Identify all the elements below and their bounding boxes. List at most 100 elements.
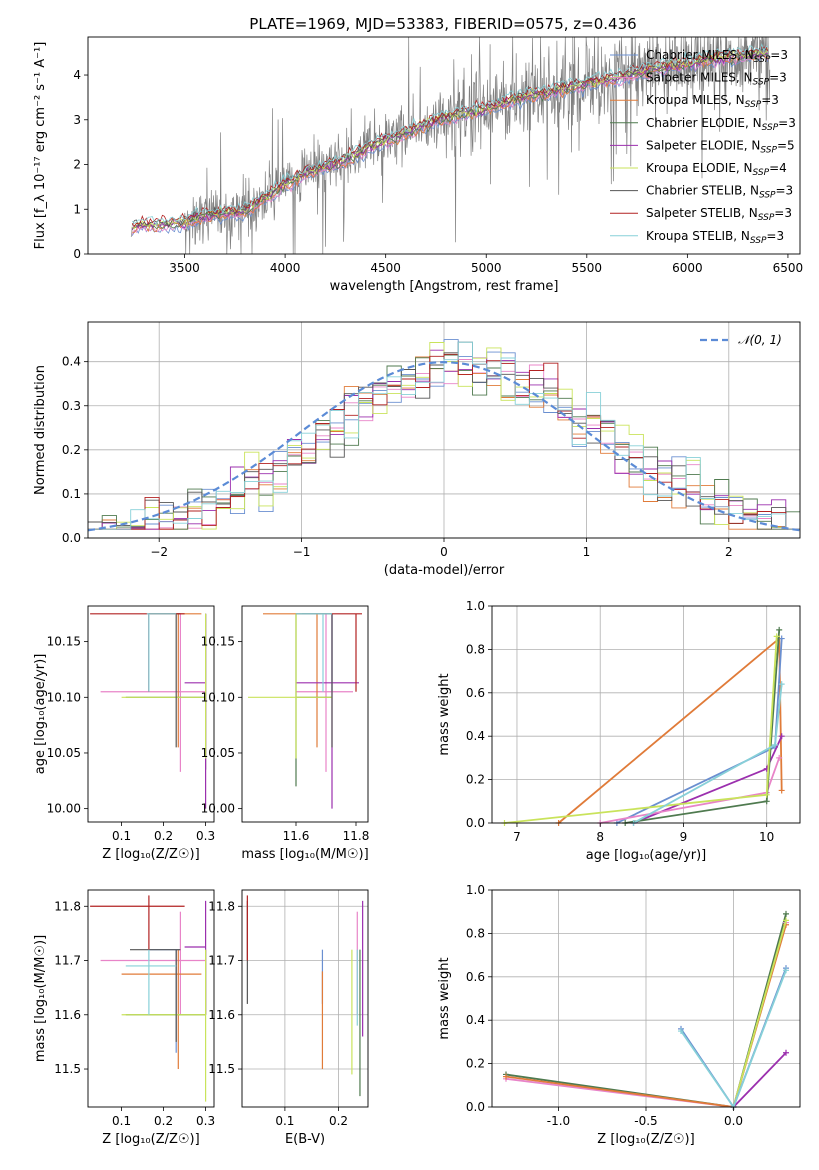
weight-marker	[678, 1028, 684, 1035]
weight-marker	[763, 798, 770, 805]
weight-line	[504, 636, 778, 824]
weight-line	[732, 1052, 787, 1108]
x-tick-label: 1	[583, 545, 591, 559]
weight-marker	[783, 917, 789, 924]
y-tick-label: 11.7	[208, 954, 235, 968]
x-axis-label: (data-model)/error	[384, 563, 505, 578]
panel-mass-vs-EBV: 0.1 0.2 11.5 11.6 11.7 11.8 E(B-V)	[208, 889, 369, 1147]
figure-title: PLATE=1969, MJD=53383, FIBERID=0575, z=0…	[249, 15, 636, 33]
hist-kroupa-stelib	[88, 341, 800, 530]
x-axis-label: Z [log₁₀(Z/Z☉)]	[102, 1132, 199, 1147]
axes-frame	[87, 36, 801, 255]
panel-residuals: −2 −1 0 1 2 0.0 0.1 0.2 0.3 0.4 (data-model)/error…	[33, 321, 801, 578]
weight-marker	[783, 967, 789, 974]
x-tick-label: 0.1	[112, 829, 131, 843]
x-tick-label: 10	[759, 830, 774, 844]
y-tick-label: 10.00	[47, 802, 81, 816]
x-tick-label: 0.3	[196, 829, 215, 843]
y-axis-label: Normed distribution	[33, 365, 48, 495]
y-tick-label: 0.1	[62, 487, 81, 501]
weight-marker	[778, 635, 785, 642]
y-axis-label: mass weight	[437, 957, 452, 1039]
y-tick-label: 10.10	[47, 690, 81, 704]
x-tick-label: 11.8	[343, 829, 370, 843]
x-tick-label: -1.0	[547, 1114, 570, 1128]
y-tick-label: 0.2	[466, 1057, 485, 1071]
y-tick-label: 11.8	[54, 899, 81, 913]
y-tick-label: 1.0	[466, 883, 485, 897]
plot-area	[248, 613, 362, 809]
panel-age-vs-mass: 11.6 11.8 10.00 10.05 10.10 10.15 mass [log₁₀(…	[201, 605, 370, 862]
x-tick-label: 7	[513, 830, 521, 844]
y-tick-label: 11.7	[54, 954, 81, 968]
model-line-kroupa-miles	[132, 51, 768, 234]
y-axis-label: mass [log₁₀(M/M☉)]	[33, 935, 48, 1062]
legend-entry: Chabrier ELODIE, NSSP=3	[646, 116, 796, 133]
x-tick-label: 0.3	[196, 1114, 215, 1128]
weight-marker	[783, 1049, 789, 1056]
x-tick-label: 9	[680, 830, 688, 844]
hist-chabrier-stelib	[88, 341, 800, 530]
x-axis-label: age [log₁₀(age/yr)]	[586, 848, 707, 863]
y-axis-label: age [log₁₀(age/yr)]	[33, 654, 48, 775]
plot-area	[90, 895, 207, 1102]
weight-marker	[773, 633, 780, 640]
panel-spectrum: 3500 4000 4500 5000 5500 6000 6500 0 1 2 3 4 wavelen…	[33, 36, 804, 294]
y-tick-label: 0.6	[466, 686, 485, 700]
panel-mass-vs-Z: 0.1 0.2 0.3 11.5 11.6 11.7 11.8 Z [log₁₀(Z/Z☉)]…	[33, 889, 215, 1147]
weight-line	[732, 920, 787, 1108]
axes-frame	[241, 605, 369, 823]
legend-entry: Salpeter ELODIE, NSSP=5	[646, 138, 795, 155]
weight-marker	[776, 626, 783, 633]
normal-curve	[87, 360, 801, 532]
y-tick-label: 3	[73, 113, 81, 127]
weight-marker	[778, 681, 785, 688]
x-tick-label: 4500	[370, 261, 401, 275]
y-tick-label: 10.05	[47, 746, 81, 760]
x-tick-label: 0.0	[724, 1114, 743, 1128]
panel-mass-weight-vs-Z: -1.0 -0.5 0.0 0.0 0.2 0.4 0.6 0.8 1.0 Z [log₁₀(Z/…	[437, 883, 801, 1147]
y-tick-label: 0.2	[62, 443, 81, 457]
y-tick-label: 4	[73, 68, 81, 82]
axes-frame	[87, 321, 801, 539]
weight-marker	[772, 741, 779, 748]
y-tick-label: 0.3	[62, 399, 81, 413]
axes-frame	[87, 889, 215, 1108]
weight-marker	[503, 1073, 509, 1080]
axes-frame	[87, 605, 215, 823]
y-tick-label: 0.4	[466, 1013, 485, 1027]
x-tick-label: 5500	[572, 261, 603, 275]
panel-mass-weight-vs-age: 7 8 9 10 0.0 0.2 0.4 0.6 0.8 1.0 age [log₁₀(age/yr…	[437, 599, 801, 863]
plot-area	[87, 339, 801, 532]
y-axis-label: Flux [f_λ 10⁻¹⁷ erg cm⁻² s⁻¹ A⁻¹]	[33, 42, 48, 250]
y-tick-label: 10.10	[201, 690, 235, 704]
x-axis-label: Z [log₁₀(Z/Z☉)]	[597, 1132, 694, 1147]
x-tick-label: 0.2	[154, 829, 173, 843]
x-tick-label: -0.5	[634, 1114, 657, 1128]
x-axis-label: mass [log₁₀(M/M☉)]	[241, 847, 368, 862]
plot-area	[501, 626, 785, 826]
x-axis-label: wavelength [Angstrom, rest frame]	[330, 279, 559, 294]
y-tick-label: 1.0	[466, 599, 485, 613]
y-axis-label: mass weight	[437, 673, 452, 755]
y-tick-label: 0.4	[466, 729, 485, 743]
weight-marker	[778, 733, 785, 740]
x-axis-label: Z [log₁₀(Z/Z☉)]	[102, 847, 199, 862]
y-tick-label: 11.5	[208, 1062, 235, 1076]
legend-entry: Chabrier MILES, NSSP=3	[646, 48, 788, 65]
x-axis-label: E(B-V)	[285, 1132, 325, 1147]
legend-entry: Salpeter STELIB, NSSP=3	[646, 206, 792, 223]
weight-marker	[763, 791, 770, 798]
y-tick-label: 0.0	[466, 816, 485, 830]
legend-entry: Kroupa ELODIE, NSSP=4	[646, 161, 787, 178]
y-tick-label: 0	[73, 247, 81, 261]
x-tick-label: −1	[293, 545, 311, 559]
x-tick-label: 6500	[773, 261, 804, 275]
y-tick-label: 10.15	[201, 635, 235, 649]
legend-entry: 𝒩(0, 1)	[738, 333, 782, 347]
axes-frame	[491, 605, 801, 824]
x-tick-label: 2	[725, 545, 733, 559]
axes-frame	[241, 889, 369, 1108]
y-tick-label: 0.8	[466, 642, 485, 656]
